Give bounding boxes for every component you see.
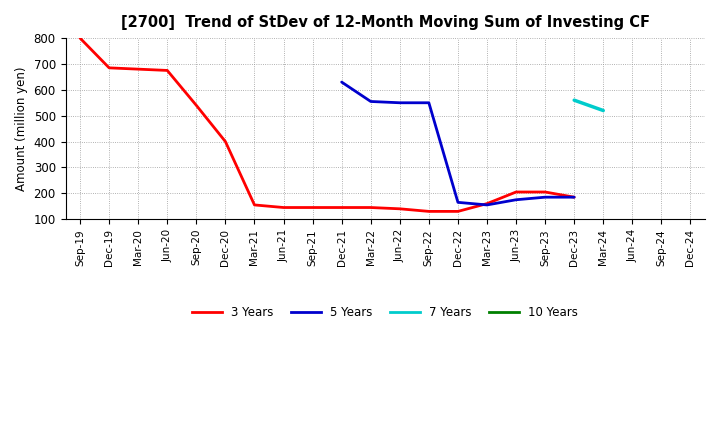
Title: [2700]  Trend of StDev of 12-Month Moving Sum of Investing CF: [2700] Trend of StDev of 12-Month Moving…: [121, 15, 649, 30]
Y-axis label: Amount (million yen): Amount (million yen): [15, 66, 28, 191]
Legend: 3 Years, 5 Years, 7 Years, 10 Years: 3 Years, 5 Years, 7 Years, 10 Years: [187, 301, 583, 323]
